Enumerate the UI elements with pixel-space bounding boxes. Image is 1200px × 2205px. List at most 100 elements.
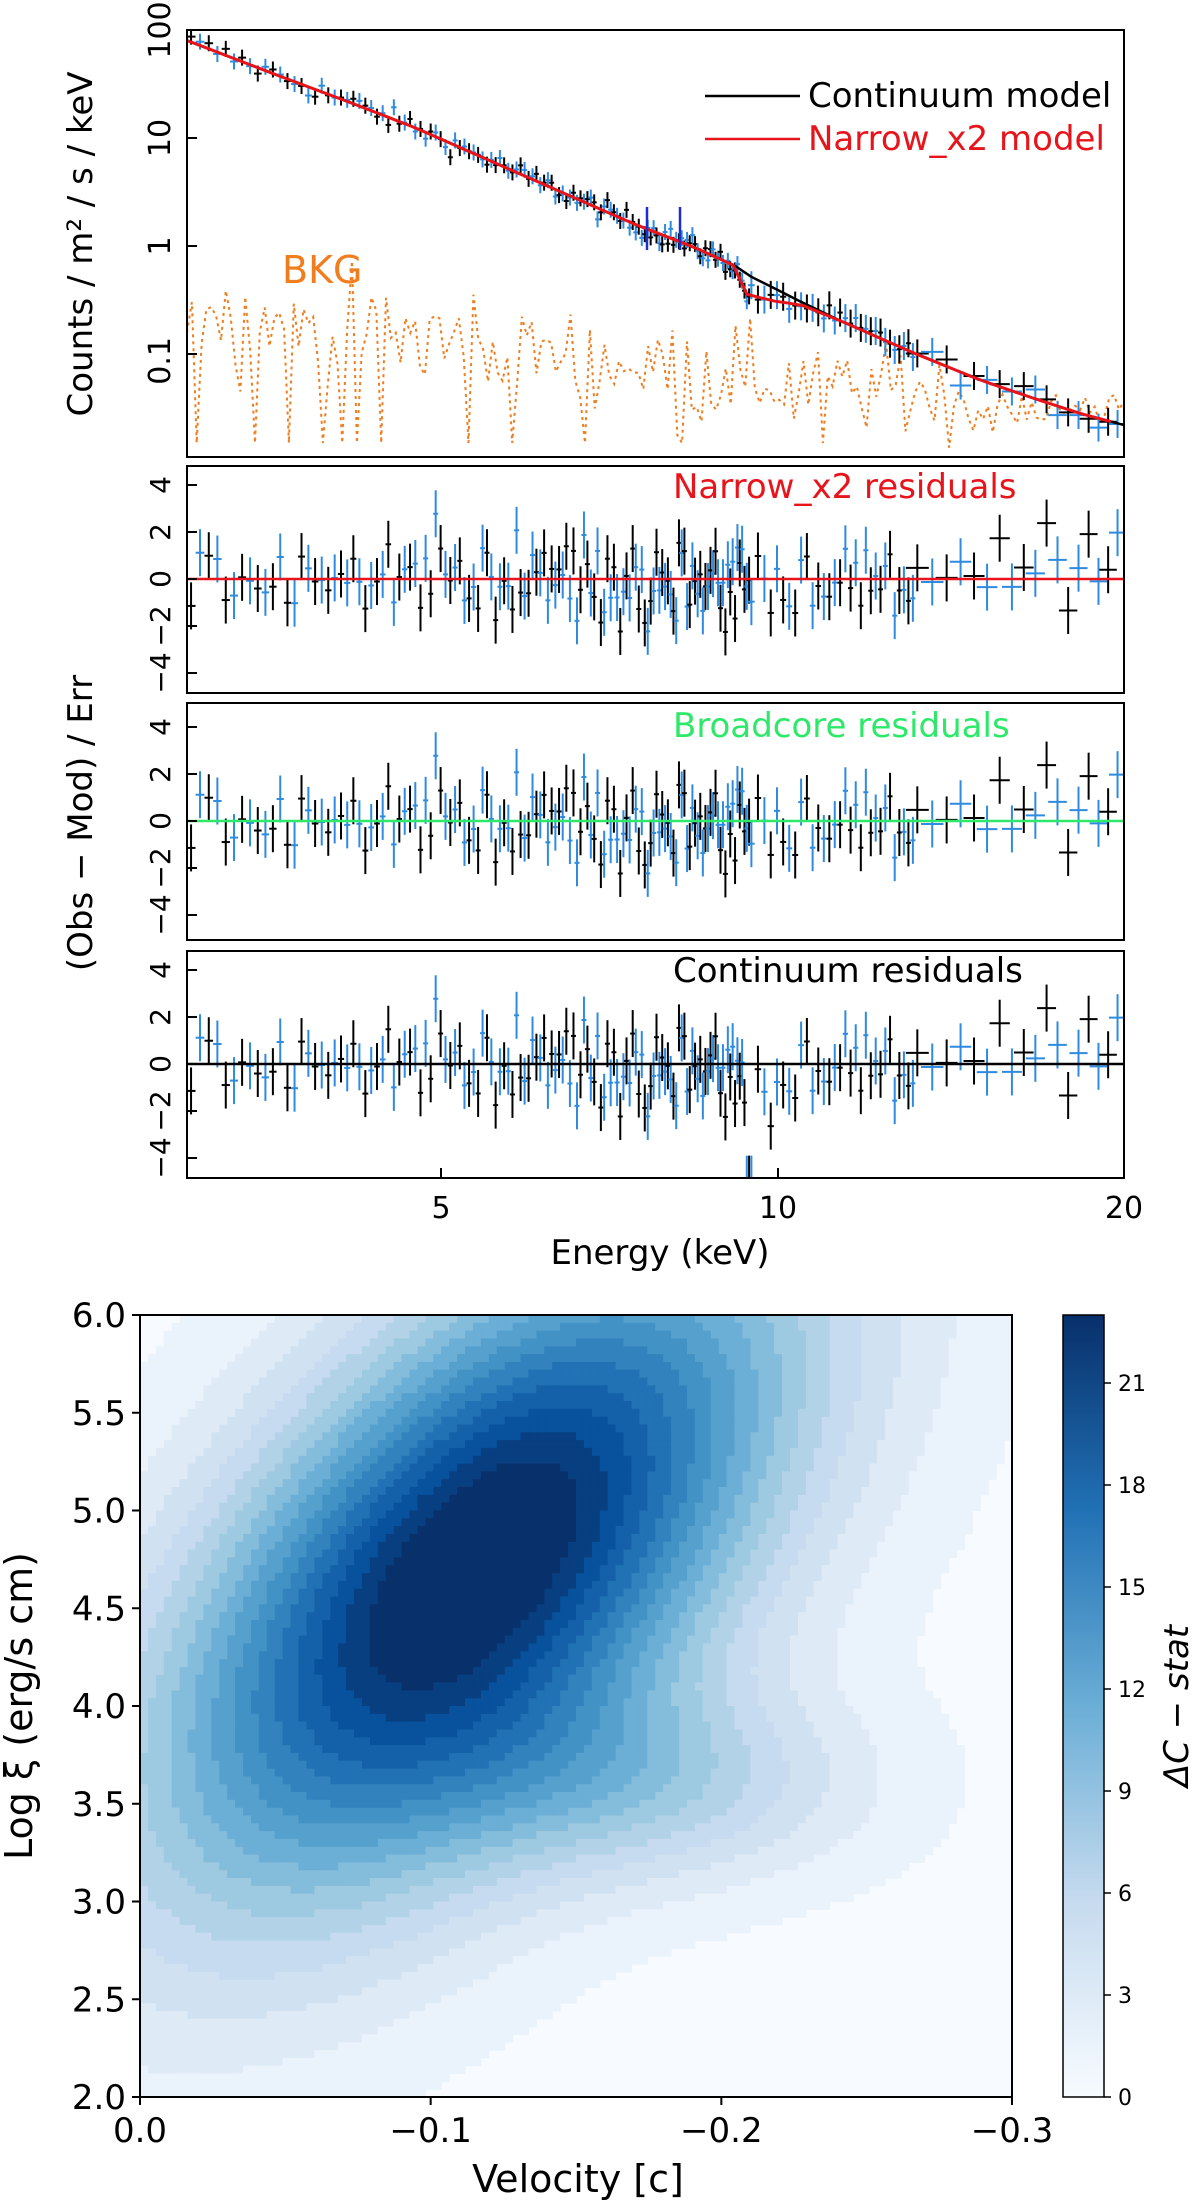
- contour-cell: [298, 1925, 307, 1934]
- contour-cell: [330, 1893, 339, 1903]
- contour-cell: [227, 1385, 236, 1394]
- contour-cell: [338, 1713, 347, 1723]
- contour-cell: [385, 1674, 395, 1684]
- contour-cell: [274, 1776, 284, 1785]
- contour-cell: [338, 2073, 347, 2082]
- contour-cell: [409, 1932, 418, 1942]
- contour-cell: [258, 1354, 268, 1363]
- contour-cell: [274, 1416, 284, 1426]
- contour-cell: [219, 1643, 228, 1652]
- contour-cell: [338, 1729, 347, 1738]
- contour-cell: [314, 1799, 323, 1809]
- contour-cell: [251, 2026, 260, 2035]
- contour-cell: [401, 1557, 411, 1566]
- contour-cell: [362, 1463, 371, 1472]
- contour-cell: [235, 1721, 244, 1730]
- contour-cell: [251, 1354, 260, 1363]
- contour-cell: [179, 2018, 189, 2028]
- contour-cell: [338, 1463, 347, 1472]
- contour-cell: [322, 1502, 331, 1512]
- contour-cell: [195, 2026, 204, 2035]
- residual-ytick-label: 2: [144, 1008, 177, 1026]
- contour-cell: [187, 1620, 197, 1629]
- contour-cell: [155, 1885, 165, 1895]
- contour-cell: [155, 1385, 165, 1394]
- contour-cell: [362, 1455, 371, 1465]
- contour-cell: [385, 1502, 395, 1512]
- contour-cell: [243, 1440, 252, 1449]
- contour-cell: [219, 1635, 228, 1644]
- contour-cell: [393, 1885, 403, 1895]
- contour-cell: [346, 1964, 355, 1973]
- contour-cell: [227, 1698, 236, 1707]
- contour-cell: [306, 1925, 315, 1934]
- contour-cell: [401, 1971, 411, 1981]
- contour-cell: [393, 1698, 403, 1707]
- contour-cell: [203, 1846, 212, 1856]
- contour-cell: [195, 1713, 204, 1723]
- contour-cell: [393, 1565, 403, 1574]
- contour-cell: [251, 1557, 260, 1566]
- contour-cell: [385, 1878, 395, 1887]
- contour-cell: [227, 1354, 236, 1363]
- contour-cell: [187, 1315, 197, 1324]
- contour-cell: [219, 1463, 228, 1472]
- contour-cell: [251, 1573, 260, 1582]
- contour-cell: [306, 1393, 315, 1402]
- contour-cell: [377, 1666, 387, 1676]
- contour-cell: [163, 1713, 173, 1723]
- contour-cell: [409, 1956, 418, 1965]
- contour-cell: [195, 2089, 204, 2097]
- contour-cell: [171, 2003, 181, 2012]
- contour-cell: [290, 1690, 300, 1699]
- contour-cell: [266, 1721, 276, 1730]
- contour-cell: [195, 1666, 204, 1676]
- contour-cell: [314, 1377, 323, 1386]
- contour-cell: [322, 1315, 331, 1324]
- contour-cell: [306, 2034, 315, 2043]
- spectrum-ytick-0: 0.1: [143, 337, 178, 385]
- contour-cell: [155, 1971, 165, 1981]
- contour-cell: [155, 1494, 165, 1504]
- contour-cell: [266, 1573, 276, 1582]
- contour-cell: [314, 1487, 323, 1496]
- contour-cell: [187, 1361, 197, 1371]
- contour-cell: [140, 1659, 149, 1668]
- contour-cell: [354, 1393, 363, 1402]
- contour-cell: [243, 1698, 252, 1707]
- contour-cell: [409, 1666, 418, 1676]
- contour-cell: [243, 1455, 252, 1465]
- contour-cell: [274, 1494, 284, 1504]
- contour-cell: [338, 2003, 347, 2012]
- contour-cell: [401, 1682, 411, 1691]
- contour-cell: [306, 1534, 315, 1543]
- contour-cell: [346, 1745, 355, 1754]
- contour-cell: [314, 1932, 323, 1942]
- contour-cell: [306, 1565, 315, 1574]
- contour-cell: [314, 1346, 323, 1355]
- contour-cell: [251, 1776, 260, 1785]
- contour-cell: [330, 2050, 339, 2059]
- contour-cell: [251, 1487, 260, 1496]
- contour-cell: [306, 1917, 315, 1926]
- contour-cell: [171, 1948, 181, 1957]
- contour-cell: [393, 1471, 403, 1480]
- contour-cell: [219, 1925, 228, 1934]
- contour-cell: [354, 1878, 363, 1887]
- contour-cell: [274, 1393, 284, 1402]
- contour-cell: [219, 1870, 228, 1879]
- contour-cell: [409, 1870, 418, 1879]
- contour-cell: [187, 1885, 197, 1895]
- contour-cell: [266, 1909, 276, 1918]
- contour-cell: [219, 1729, 228, 1738]
- contour-cell: [227, 1612, 236, 1621]
- contour-cell: [385, 2073, 395, 2082]
- contour-cell: [266, 1502, 276, 1512]
- contour-cell: [258, 1463, 268, 1472]
- contour-cell: [314, 1878, 323, 1887]
- contour-cell: [179, 1596, 189, 1605]
- contour-cell: [219, 1799, 228, 1809]
- contour-cell: [290, 1408, 300, 1418]
- contour-cell: [140, 1510, 149, 1519]
- contour-cell: [385, 1932, 395, 1942]
